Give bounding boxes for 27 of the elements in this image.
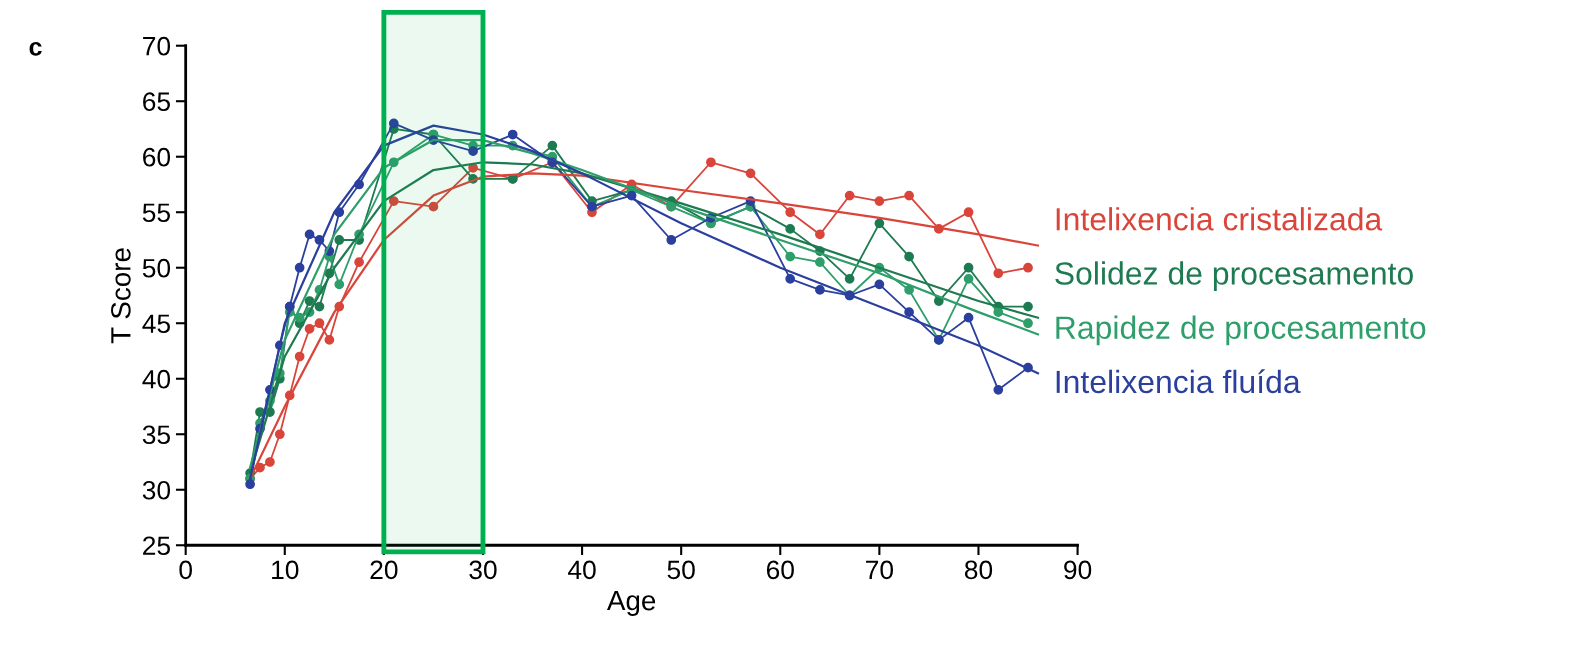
y-tick-label: 25: [143, 536, 170, 556]
x-tick-label: 60: [766, 560, 794, 580]
x-tick-label: 10: [272, 560, 299, 580]
x-tick-label: 70: [866, 560, 894, 580]
x-tick-label: 0: [179, 560, 192, 580]
x-tick-label: 30: [469, 560, 497, 580]
series-label: Rapidez de procesamento: [1056, 315, 1426, 346]
series-label: Solidez de procesamento: [1055, 261, 1413, 292]
y-tick-label: 55: [142, 203, 170, 223]
x-tick-label: 50: [667, 560, 695, 580]
y-tick-label: 70: [143, 36, 171, 56]
y-tick-label: 30: [142, 480, 171, 500]
text: c: [29, 41, 42, 56]
x-tick-label: 90: [1064, 560, 1092, 580]
y-axis-title: T Score: [111, 248, 131, 344]
y-tick-label: 35: [142, 425, 170, 445]
y-tick-label: 60: [143, 147, 171, 167]
y-tick-label: 40: [142, 369, 171, 389]
x-tick-label: 40: [568, 560, 596, 580]
series-label: Intelixencia fluída: [1056, 369, 1301, 394]
y-tick-label: 50: [142, 258, 171, 278]
series-label: Intelixencia cristalizada: [1056, 207, 1383, 231]
y-tick-label: 65: [143, 92, 170, 112]
x-tick-label: 20: [370, 560, 398, 580]
x-axis-title: Age: [606, 591, 656, 616]
x-tick-label: 80: [964, 560, 993, 580]
y-tick-label: 45: [142, 314, 170, 334]
